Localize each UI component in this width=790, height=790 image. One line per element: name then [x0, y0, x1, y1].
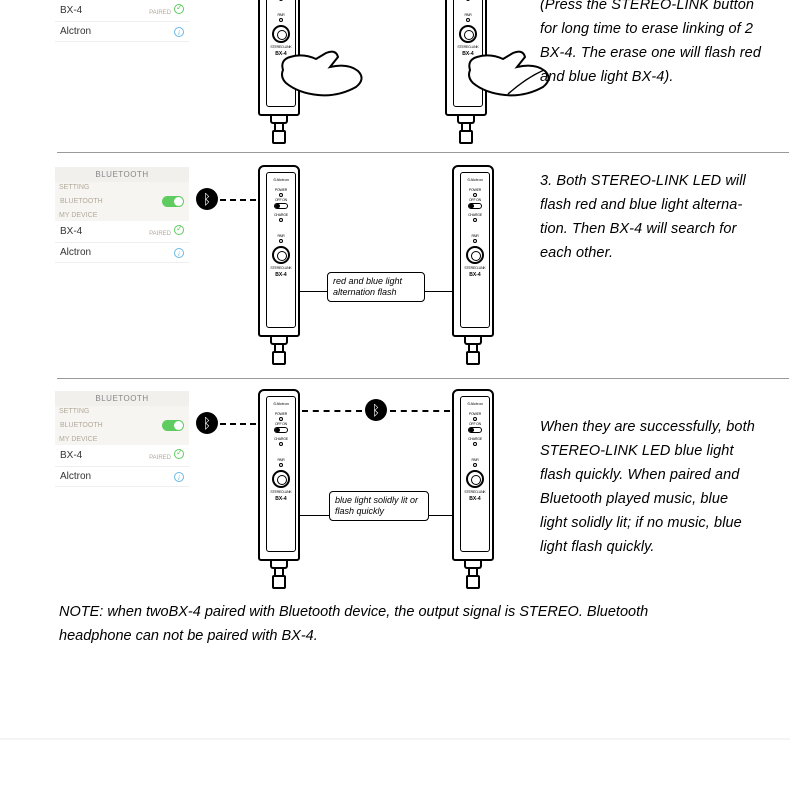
- bt-mydevice: MY DEVICE: [55, 210, 189, 221]
- bt-device-2: Alctron i: [55, 22, 189, 42]
- dash-r3c: [390, 410, 450, 412]
- callout-line-r-r3: [429, 515, 453, 516]
- bluetooth-icon-r2: ᛒ: [196, 188, 218, 210]
- instr-step3: 3. Both STEREO-LINK LED will flash red a…: [540, 170, 765, 266]
- info-icon-r2: i: [174, 248, 184, 258]
- bt-dev2-name: Alctron: [60, 26, 91, 37]
- bt-label: BLUETOOTH: [60, 198, 103, 205]
- device-left-r2: ⊙Alctron POWER OFF ON CHARGE PAIR STEREO…: [258, 165, 300, 365]
- note-text: NOTE: when twoBX-4 paired with Bluetooth…: [59, 601, 719, 649]
- callout-line-l-r2: [299, 291, 327, 292]
- bt-dev1-name-r2: BX-4: [60, 226, 82, 237]
- callout-step3: red and blue light alternation flash: [327, 272, 425, 302]
- bt-paired-label: PAIRED: [149, 10, 171, 16]
- bt-paired-r2: PAIRED: [149, 231, 171, 237]
- device-right-r3: ⊙Alctron POWER OFF ON CHARGE PAIR STEREO…: [452, 389, 494, 589]
- dash-r2a: [220, 199, 256, 201]
- dash-r3a: [220, 423, 256, 425]
- bluetooth-icon-r3b: ᛒ: [365, 399, 387, 421]
- row-step2: BX-4 PAIRED Alctron i ⊙Alctron POWER OFF…: [0, 0, 790, 150]
- bluetooth-icon-r3a: ᛒ: [196, 412, 218, 434]
- check-icon: [174, 4, 184, 14]
- bt-dev1-name: BX-4: [60, 5, 82, 16]
- check-icon-r3: [174, 449, 184, 459]
- bt-panel-step4: BLUETOOTH SETTING BLUETOOTH MY DEVICE BX…: [55, 391, 189, 487]
- row-step3: BLUETOOTH SETTING BLUETOOTH MY DEVICE BX…: [0, 164, 790, 374]
- bt-dev2-r2: Alctron i: [55, 243, 189, 263]
- callout-line-l-r3: [299, 515, 329, 516]
- divider-1: [57, 152, 789, 153]
- bt-mydev-r3: MY DEVICE: [55, 434, 189, 445]
- device-right-r2: ⊙Alctron POWER OFF ON CHARGE PAIR STEREO…: [452, 165, 494, 365]
- bt-dev2-name-r2: Alctron: [60, 247, 91, 258]
- arrow-line: [506, 68, 546, 98]
- instr-step4: When they are successfully, both STEREO-…: [540, 416, 758, 560]
- bt-label-r3: BLUETOOTH: [60, 422, 103, 429]
- bt-paired-r3: PAIRED: [149, 455, 171, 461]
- bt-dev1-r3: BX-4 PAIRED: [55, 445, 189, 467]
- bt-setting-r3: SETTING: [55, 406, 189, 417]
- bt-device-1: BX-4 PAIRED: [55, 0, 189, 22]
- instr-step2: (Press the STEREO-LINK button for long t…: [540, 0, 765, 90]
- bt-panel-step3: BLUETOOTH SETTING BLUETOOTH MY DEVICE BX…: [55, 167, 189, 263]
- bt-dev1-r2: BX-4 PAIRED: [55, 221, 189, 243]
- callout-line-r-r2: [425, 291, 453, 292]
- callout-step4: blue light solidly lit or flash quickly: [329, 491, 429, 521]
- bt-toggle: [162, 196, 184, 207]
- info-icon-r3: i: [174, 472, 184, 482]
- bt-dev2-r3: Alctron i: [55, 467, 189, 487]
- bt-setting: SETTING: [55, 182, 189, 193]
- bt-panel-partial: BX-4 PAIRED Alctron i: [55, 0, 189, 42]
- bt-toggle-r3: [162, 420, 184, 431]
- bt-toggle-row: BLUETOOTH: [55, 193, 189, 210]
- bt-dev1-name-r3: BX-4: [60, 450, 82, 461]
- dash-r3b: [302, 410, 362, 412]
- check-icon-r2: [174, 225, 184, 235]
- bt-header-r3: BLUETOOTH: [55, 391, 189, 406]
- device-left-r3: ⊙Alctron POWER OFF ON CHARGE PAIR STEREO…: [258, 389, 300, 589]
- bt-dev2-name-r3: Alctron: [60, 471, 91, 482]
- bt-header: BLUETOOTH: [55, 167, 189, 182]
- bt-toggle-row-r3: BLUETOOTH: [55, 417, 189, 434]
- hand-left: [278, 45, 368, 105]
- info-icon: i: [174, 27, 184, 37]
- footer-bar: [0, 738, 790, 740]
- row-step4: BLUETOOTH SETTING BLUETOOTH MY DEVICE BX…: [0, 388, 790, 598]
- divider-2: [57, 378, 789, 379]
